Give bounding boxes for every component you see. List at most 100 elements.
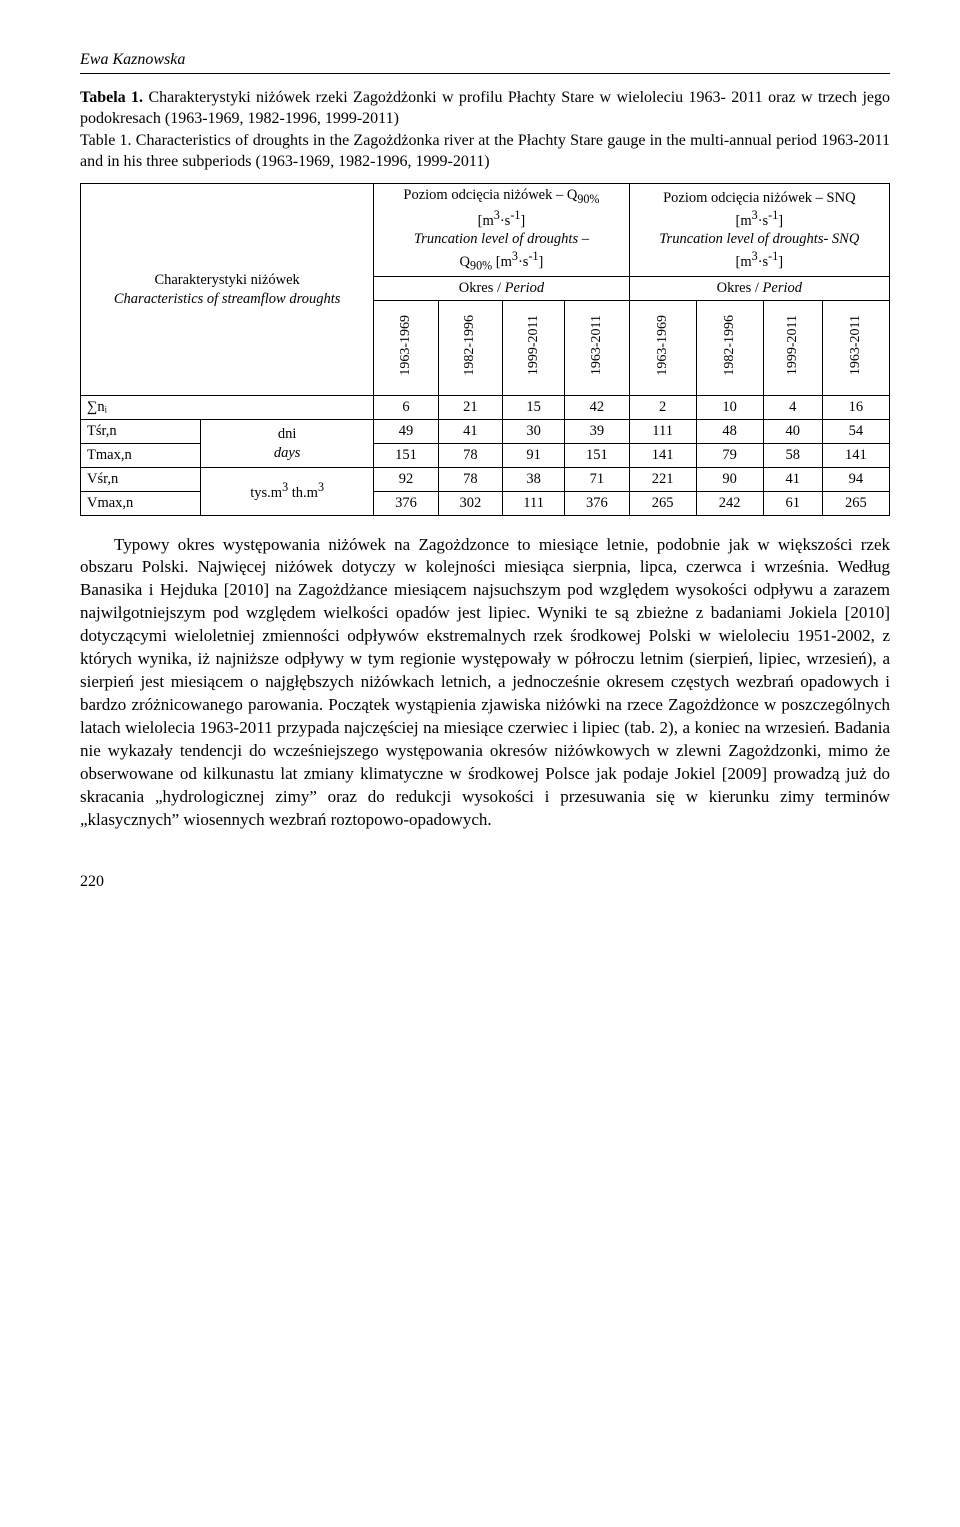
body-paragraph-block: Typowy okres występowania niżówek na Zag… [80,534,890,832]
cell: 141 [629,444,696,468]
table-caption-en: Table 1. Characteristics of droughts in … [80,131,890,173]
cell: 15 [503,396,565,420]
cg-left-l2d: -1 [510,208,520,222]
row0-label: ∑nᵢ [81,396,374,420]
period-3: 1963-2011 [588,309,606,381]
row4-label: Vmax,n [81,491,201,515]
cg-left-l3: Truncation level of droughts – [414,231,589,247]
cell: 242 [696,491,763,515]
cg-right-l2a: [m [736,212,752,228]
cg-left-l4b: 90% [470,259,492,273]
cg-right-l4a: [m [736,254,752,270]
caption-pl-text: Charakterystyki niżówek rzeki Zagożdżonk… [80,89,890,127]
period-label-left: Okres / Period [374,277,629,301]
period-pl-l: Okres [459,280,494,296]
period-col-0: 1963-1969 [374,301,438,396]
period-col-4: 1963-1969 [629,301,696,396]
running-head: Ewa Kaznowska [80,50,890,74]
cell: 302 [438,491,502,515]
cell: 151 [374,444,438,468]
period-col-3: 1963-2011 [565,301,629,396]
cg-left-l4e: ·s [518,254,528,270]
cg-right-l2c: ·s [758,212,768,228]
cell: 41 [763,467,822,491]
cell: 111 [629,420,696,444]
cell: 376 [565,491,629,515]
cell: 6 [374,396,438,420]
period-0: 1963-1969 [397,309,415,382]
cell: 61 [763,491,822,515]
period-6: 1999-2011 [784,309,802,381]
period-col-2: 1999-2011 [503,301,565,396]
unit-days-en: days [274,445,301,461]
unit-dni: dni [278,426,297,442]
body-paragraph: Typowy okres występowania niżówek na Zag… [80,534,890,832]
period-pl-r: Okres [717,280,752,296]
period-col-7: 1963-2011 [822,301,889,396]
row-header-pl: Charakterystyki niżówek [154,272,299,288]
cell: 376 [374,491,438,515]
period-7: 1963-2011 [847,309,865,381]
period-4: 1963-1969 [654,309,672,382]
row2-label: Tmax,n [81,444,201,468]
cg-left-l4c: [m [492,254,512,270]
cg-right-l3: Truncation level of droughts- SNQ [659,231,859,247]
cg-right-l4d: -1 [768,249,778,263]
col-group-left: Poziom odcięcia niżówek – Q90% [m3·s-1] … [374,183,629,277]
unit-days: dni days [201,420,374,468]
cell: 41 [438,420,502,444]
caption-en-label: Table 1. [80,132,132,149]
cg-right-l2d: -1 [768,208,778,222]
cg-left-l2e: ] [520,212,525,228]
cell: 265 [822,491,889,515]
caption-en-text: Characteristics of droughts in the Zagoż… [80,132,890,170]
row-header-cell: Charakterystyki niżówek Characteristics … [81,183,374,395]
period-5: 1982-1996 [721,309,739,382]
table-row: Vśr,n tys.m3 th.m3 92 78 38 71 221 90 41… [81,467,890,491]
cell: 21 [438,396,502,420]
cell: 10 [696,396,763,420]
cg-left-l4f: -1 [528,249,538,263]
row1-label: Tśr,n [81,420,201,444]
cell: 92 [374,467,438,491]
period-col-5: 1982-1996 [696,301,763,396]
cell: 111 [503,491,565,515]
cell: 78 [438,444,502,468]
cell: 38 [503,467,565,491]
row3-label: Vśr,n [81,467,201,491]
cell: 54 [822,420,889,444]
cell: 71 [565,467,629,491]
cg-left-l2c: ·s [500,212,510,228]
cell: 39 [565,420,629,444]
period-en-r: Period [763,280,802,296]
cell: 4 [763,396,822,420]
cell: 79 [696,444,763,468]
period-col-1: 1982-1996 [438,301,502,396]
cell: 78 [438,467,502,491]
cell: 16 [822,396,889,420]
cg-left-l1-sub: 90% [577,192,599,206]
unit-vol-1: tys.m [250,485,282,501]
unit-volume: tys.m3 th.m3 [201,467,374,515]
cg-left-l2a: [m [478,212,494,228]
page-number: 220 [80,872,890,893]
period-en-l: Period [505,280,544,296]
cell: 90 [696,467,763,491]
caption-pl-label: Tabela 1. [80,89,143,106]
cell: 221 [629,467,696,491]
unit-vol-2: th.m [288,485,318,501]
row-header-en: Characteristics of streamflow droughts [114,291,341,307]
cg-left-l4a: Q [460,254,470,270]
table-caption-pl: Tabela 1. Charakterystyki niżówek rzeki … [80,88,890,130]
cg-right-l2e: ] [778,212,783,228]
cg-left-l4g: ] [539,254,544,270]
cell: 40 [763,420,822,444]
period-1: 1982-1996 [461,309,479,382]
cell: 265 [629,491,696,515]
cell: 141 [822,444,889,468]
period-label-right: Okres / Period [629,277,889,301]
cg-right-l1: Poziom odcięcia niżówek – SNQ [663,190,856,206]
cell: 91 [503,444,565,468]
period-sep-l: / [493,280,504,296]
cell: 42 [565,396,629,420]
